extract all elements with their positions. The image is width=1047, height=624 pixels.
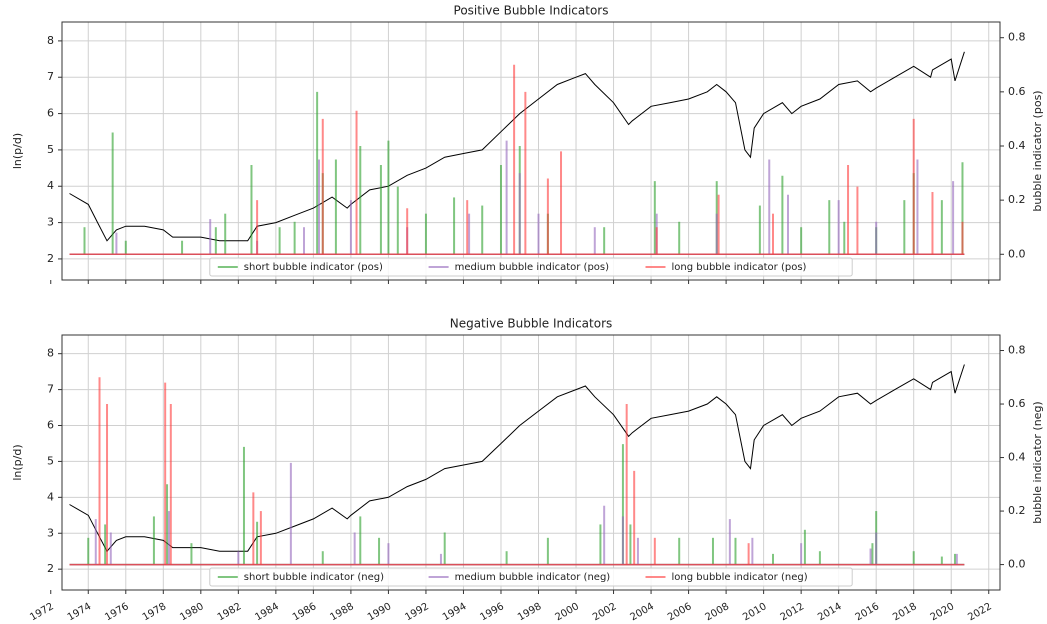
plot-frame	[61, 334, 1001, 591]
x-tick-label: 1998	[516, 601, 544, 623]
legend-label: short bubble indicator (pos)	[244, 262, 383, 273]
y-axis-label: ln(p/d)	[11, 133, 24, 169]
x-tick-label: 2002	[591, 601, 619, 623]
y-tick-label: 4	[47, 179, 54, 192]
y-tick-label: 2	[47, 252, 54, 265]
y-tick-label: 6	[47, 419, 54, 432]
y-tick-label: 8	[47, 347, 54, 360]
y-tick-label: 5	[47, 143, 54, 156]
x-tick-label: 1994	[441, 601, 469, 623]
y2-tick-label: 0.8	[1008, 344, 1026, 357]
x-tick-label: 1984	[253, 601, 281, 623]
x-tick-label: 2004	[629, 601, 657, 623]
y-tick-label: 3	[47, 526, 54, 539]
y-tick-label: 8	[47, 34, 54, 47]
price-dividend-line	[69, 364, 965, 553]
y2-tick-label: 0.0	[1008, 558, 1026, 571]
x-tick-label: 1990	[366, 601, 394, 623]
x-tick-label: 1982	[216, 601, 244, 623]
plot-frame	[61, 21, 1001, 281]
x-tick-label: 1996	[478, 601, 506, 623]
legend-label: medium bubble indicator (pos)	[455, 262, 610, 273]
legend-label: medium bubble indicator (neg)	[455, 572, 611, 583]
legend-box	[209, 257, 853, 277]
y2-tick-label: 0.4	[1008, 451, 1026, 464]
y-axis-label: ln(p/d)	[11, 444, 24, 480]
y-tick-label: 4	[47, 490, 54, 503]
y2-tick-label: 0.2	[1008, 504, 1026, 517]
x-tick-label: 1992	[403, 601, 431, 623]
x-tick-label: 2006	[666, 601, 694, 623]
x-tick-label: 1972	[28, 601, 56, 623]
x-tick-label: 2012	[779, 601, 807, 623]
y2-tick-label: 0.6	[1008, 85, 1026, 98]
chart-title: Positive Bubble Indicators	[454, 4, 609, 18]
y2-tick-label: 0.2	[1008, 193, 1026, 206]
x-tick-label: 2014	[816, 601, 844, 623]
y2-tick-label: 0.0	[1008, 247, 1026, 260]
x-tick-label: 2022	[966, 601, 994, 623]
y2-tick-label: 0.6	[1008, 397, 1026, 410]
y-tick-label: 7	[47, 383, 54, 396]
y-tick-label: 5	[47, 454, 54, 467]
x-tick-label: 2000	[553, 601, 581, 623]
x-tick-label: 1980	[178, 601, 206, 623]
legend-label: long bubble indicator (pos)	[672, 262, 807, 273]
y-tick-label: 7	[47, 70, 54, 83]
y2-tick-label: 0.4	[1008, 139, 1026, 152]
legend-label: short bubble indicator (neg)	[244, 572, 384, 583]
legend: short bubble indicator (neg) medium bubbl…	[209, 567, 853, 587]
y-tick-label: 6	[47, 107, 54, 120]
x-tick-label: 2010	[741, 601, 769, 623]
x-tick-label: 1974	[66, 601, 94, 623]
legend-box	[209, 567, 853, 587]
y-tick-label: 3	[47, 216, 54, 229]
x-tick-label: 1976	[103, 601, 131, 623]
legend: short bubble indicator (pos) medium bubbl…	[209, 257, 853, 277]
y-tick-label: 2	[47, 562, 54, 575]
x-tick-label: 1986	[291, 601, 319, 623]
x-tick-label: 1978	[141, 601, 169, 623]
legend-label: long bubble indicator (neg)	[672, 572, 808, 583]
x-tick-label: 2020	[929, 601, 957, 623]
y2-axis-label: bubble indicator (neg)	[1031, 401, 1044, 523]
chart-title: Negative Bubble Indicators	[450, 317, 613, 331]
x-tick-label: 1988	[328, 601, 356, 623]
x-tick-label: 2018	[891, 601, 919, 623]
y2-axis-label: bubble indicator (pos)	[1031, 90, 1044, 211]
x-tick-label: 2016	[854, 601, 882, 623]
x-tick-label: 2008	[704, 601, 732, 623]
y2-tick-label: 0.8	[1008, 31, 1026, 44]
